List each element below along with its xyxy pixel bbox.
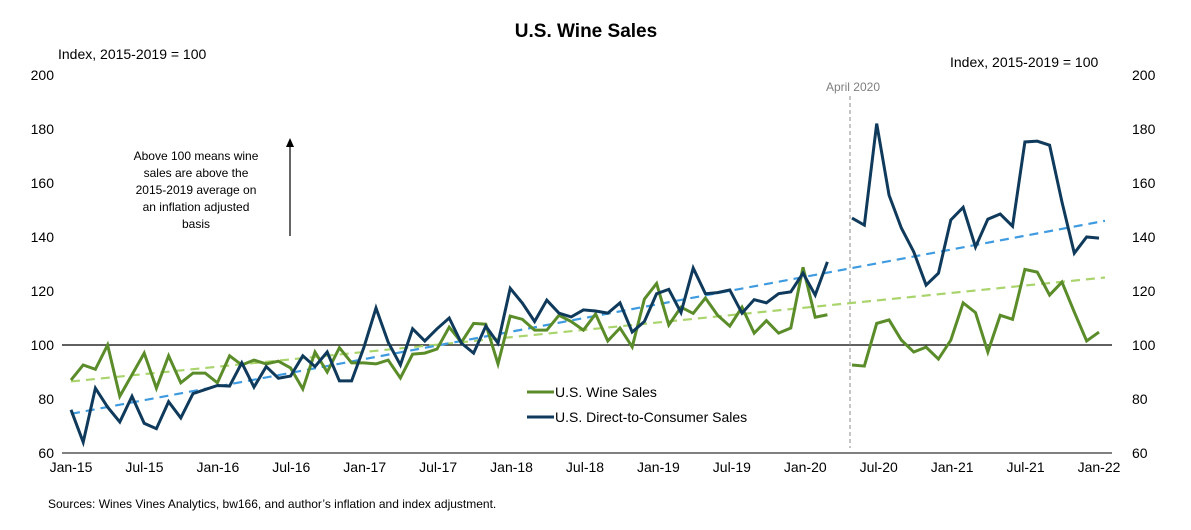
legend-label-dtc: U.S. Direct-to-Consumer Sales	[555, 409, 747, 425]
x-ticks: Jan-15 Jul-15 Jan-16 Jul-16 Jan-17 Jul-17 Jan-…	[50, 459, 1121, 475]
annotation-line: 2015-2019 average on	[136, 183, 257, 197]
series-line-wine-post-april-2020	[851, 267, 1100, 368]
y-axis-label-left: Index, 2015-2019 = 100	[58, 46, 207, 62]
y-tick-label-left: 80	[38, 391, 54, 407]
y-tick-label-right: 140	[1132, 229, 1156, 245]
trend-line-dtc	[70, 219, 1106, 415]
y-tick-label-right: 100	[1132, 337, 1156, 353]
y-tick-label-right: 200	[1132, 67, 1156, 83]
chart-title: U.S. Wine Sales	[515, 21, 657, 42]
x-tick-label: Jan-22	[1078, 459, 1121, 475]
series-lines	[69, 123, 1100, 448]
y-tick-label-right: 120	[1132, 283, 1156, 299]
y-tick-label-left: 60	[38, 445, 54, 461]
y-tick-label-left: 120	[31, 283, 55, 299]
x-tick-label: Jul-18	[566, 459, 604, 475]
x-tick-label: Jul-21	[1007, 459, 1045, 475]
y-tick-label-right: 180	[1132, 121, 1156, 137]
x-tick-label: Jan-21	[931, 459, 974, 475]
y-tick-label-left: 200	[31, 67, 55, 83]
y-tick-label-right: 160	[1132, 175, 1156, 191]
x-tick-label: Jan-17	[343, 459, 386, 475]
annotation-note: Above 100 means wine sales are above the 2…	[134, 149, 259, 231]
x-tick-label: Jul-19	[713, 459, 751, 475]
source-note: Sources: Wines Vines Analytics, bw166, a…	[48, 497, 496, 511]
y-tick-label-left: 180	[31, 121, 55, 137]
annotation-arrow-head	[286, 138, 294, 147]
x-tick-label: Jul-15	[125, 459, 163, 475]
y-tick-label-right: 60	[1132, 445, 1148, 461]
x-tick-label: Jan-16	[196, 459, 239, 475]
y-axis-label-right: Index, 2015-2019 = 100	[950, 54, 1099, 70]
y-ticks-left: 60 80 100 120 140 160 180 200	[31, 67, 55, 461]
annotation-line: basis	[182, 217, 210, 231]
x-tick-label: Jan-15	[50, 459, 93, 475]
series-line-dtc-post-april-2020	[851, 123, 1100, 288]
x-tick-label: Jan-18	[490, 459, 533, 475]
legend-label-wine: U.S. Wine Sales	[555, 384, 657, 400]
y-tick-label-left: 100	[31, 337, 55, 353]
annotation-line: an inflation adjusted	[143, 200, 250, 214]
legend: U.S. Wine Sales U.S. Direct-to-Consumer …	[527, 384, 747, 425]
x-tick-label: Jan-20	[784, 459, 827, 475]
x-tick-label: Jul-20	[860, 459, 898, 475]
y-ticks-right: 60 80 100 120 140 160 180 200	[1132, 67, 1156, 461]
x-tick-label: Jul-17	[419, 459, 457, 475]
annotation-line: sales are above the	[144, 166, 249, 180]
annotation-line: Above 100 means wine	[134, 149, 259, 163]
y-tick-label-left: 160	[31, 175, 55, 191]
y-tick-label-right: 80	[1132, 391, 1148, 407]
x-tick-label: Jul-16	[272, 459, 310, 475]
april-2020-label: April 2020	[826, 80, 880, 94]
series-line-wine-pre-april-2020	[69, 266, 828, 401]
x-tick-label: Jan-19	[637, 459, 680, 475]
series-line-dtc-pre-april-2020	[69, 261, 829, 448]
y-tick-label-left: 140	[31, 229, 55, 245]
